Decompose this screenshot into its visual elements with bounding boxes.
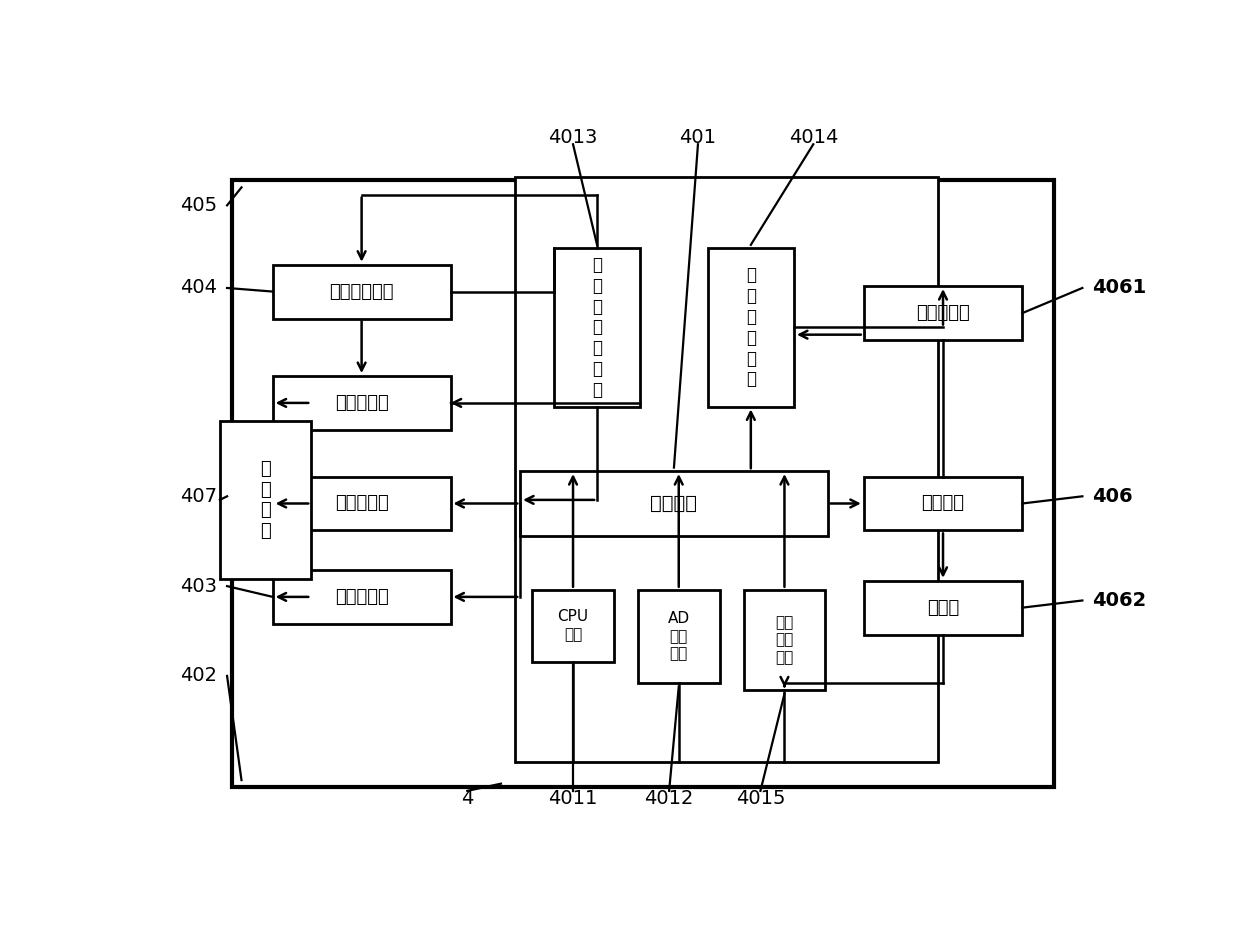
- Text: CPU
芯片: CPU 芯片: [558, 609, 589, 642]
- Text: 405: 405: [180, 196, 217, 215]
- Bar: [232, 180, 1054, 787]
- Bar: [219, 421, 311, 578]
- Text: 液晶显示屏: 液晶显示屏: [916, 304, 970, 322]
- Text: 4013: 4013: [548, 128, 598, 146]
- Text: 控制键: 控制键: [926, 599, 960, 617]
- Text: 4015: 4015: [735, 788, 785, 808]
- Text: 可控硅组件: 可控硅组件: [335, 394, 388, 411]
- Text: 消
磁
线
圈: 消 磁 线 圈: [260, 460, 270, 540]
- Text: 407: 407: [181, 487, 217, 506]
- Text: 液
晶
驱
动
电
路: 液 晶 驱 动 电 路: [745, 267, 756, 388]
- Text: 4061: 4061: [1092, 278, 1146, 298]
- Bar: [521, 471, 828, 536]
- Bar: [554, 248, 640, 407]
- Text: 401: 401: [680, 128, 717, 146]
- Text: 403: 403: [181, 577, 217, 595]
- Text: 电压传感器: 电压传感器: [335, 494, 388, 512]
- Bar: [637, 590, 719, 683]
- Bar: [273, 477, 450, 531]
- Bar: [532, 590, 614, 661]
- Bar: [273, 265, 450, 318]
- Bar: [864, 286, 1022, 340]
- Bar: [744, 590, 826, 690]
- Text: 4011: 4011: [548, 788, 598, 808]
- Text: 按键
处理
电路: 按键 处理 电路: [775, 615, 794, 665]
- Text: 储能电容器组: 储能电容器组: [330, 283, 394, 300]
- Bar: [273, 570, 450, 624]
- Text: 磁场传感器: 磁场传感器: [335, 588, 388, 606]
- Bar: [708, 248, 794, 407]
- Text: 404: 404: [181, 278, 217, 298]
- Text: AD
采样
电路: AD 采样 电路: [667, 611, 689, 661]
- Text: 4012: 4012: [645, 788, 694, 808]
- Text: 充
放
电
控
制
电
路: 充 放 电 控 制 电 路: [591, 256, 603, 399]
- Bar: [864, 477, 1022, 531]
- Text: 4: 4: [461, 788, 474, 808]
- Bar: [273, 376, 450, 430]
- Text: 406: 406: [1092, 487, 1132, 506]
- Text: 控制面板: 控制面板: [921, 494, 965, 512]
- Text: 4062: 4062: [1092, 591, 1146, 610]
- Text: 微处理器: 微处理器: [651, 494, 697, 513]
- Bar: [516, 176, 939, 762]
- Text: 4014: 4014: [789, 128, 838, 146]
- Text: 402: 402: [181, 666, 217, 686]
- Bar: [864, 580, 1022, 634]
